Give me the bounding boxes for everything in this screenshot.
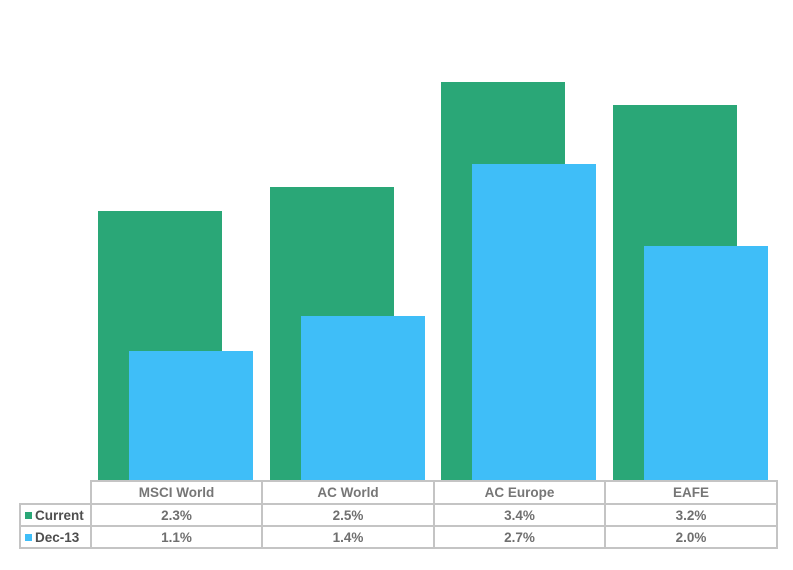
column-header-msci-world: MSCI World	[90, 480, 263, 505]
value-dec13-eafe: 2.0%	[604, 525, 778, 549]
value-dec13-ac-europe: 2.7%	[433, 525, 606, 549]
value-current-eafe: 3.2%	[604, 503, 778, 527]
legend-cell-current: Current	[19, 503, 92, 527]
value-dec13-msci-world: 1.1%	[90, 525, 263, 549]
table-row-current: Current 2.3% 2.5% 3.4% 3.2%	[19, 503, 778, 527]
bar-dec13-msci-world	[129, 351, 253, 480]
bar-plot-area	[90, 0, 776, 480]
column-header-ac-world: AC World	[261, 480, 435, 505]
bar-group-eafe	[605, 0, 777, 480]
value-dec13-ac-world: 1.4%	[261, 525, 435, 549]
value-current-ac-world: 2.5%	[261, 503, 435, 527]
table-header-row: MSCI World AC World AC Europe EAFE	[20, 480, 778, 505]
bar-group-ac-europe	[433, 0, 605, 480]
bar-dec13-eafe	[643, 245, 768, 480]
bar-group-ac-world	[262, 0, 434, 480]
bar-group-msci-world	[90, 0, 262, 480]
legend-label-current: Current	[35, 507, 84, 523]
column-header-ac-europe: AC Europe	[433, 480, 606, 505]
table-corner-cell	[20, 481, 91, 504]
legend-swatch-current-icon	[25, 511, 32, 519]
legend-swatch-dec13-icon	[25, 533, 32, 541]
data-table: MSCI World AC World AC Europe EAFE Curre…	[19, 480, 778, 549]
legend-cell-dec13: Dec-13	[19, 525, 92, 549]
table-row-dec13: Dec-13 1.1% 1.4% 2.7% 2.0%	[19, 525, 778, 549]
bar-dec13-ac-europe	[472, 163, 596, 480]
bar-dec13-ac-world	[300, 316, 425, 480]
legend-label-dec13: Dec-13	[35, 529, 80, 545]
value-current-ac-europe: 3.4%	[433, 503, 606, 527]
value-current-msci-world: 2.3%	[90, 503, 263, 527]
column-header-eafe: EAFE	[604, 480, 778, 505]
